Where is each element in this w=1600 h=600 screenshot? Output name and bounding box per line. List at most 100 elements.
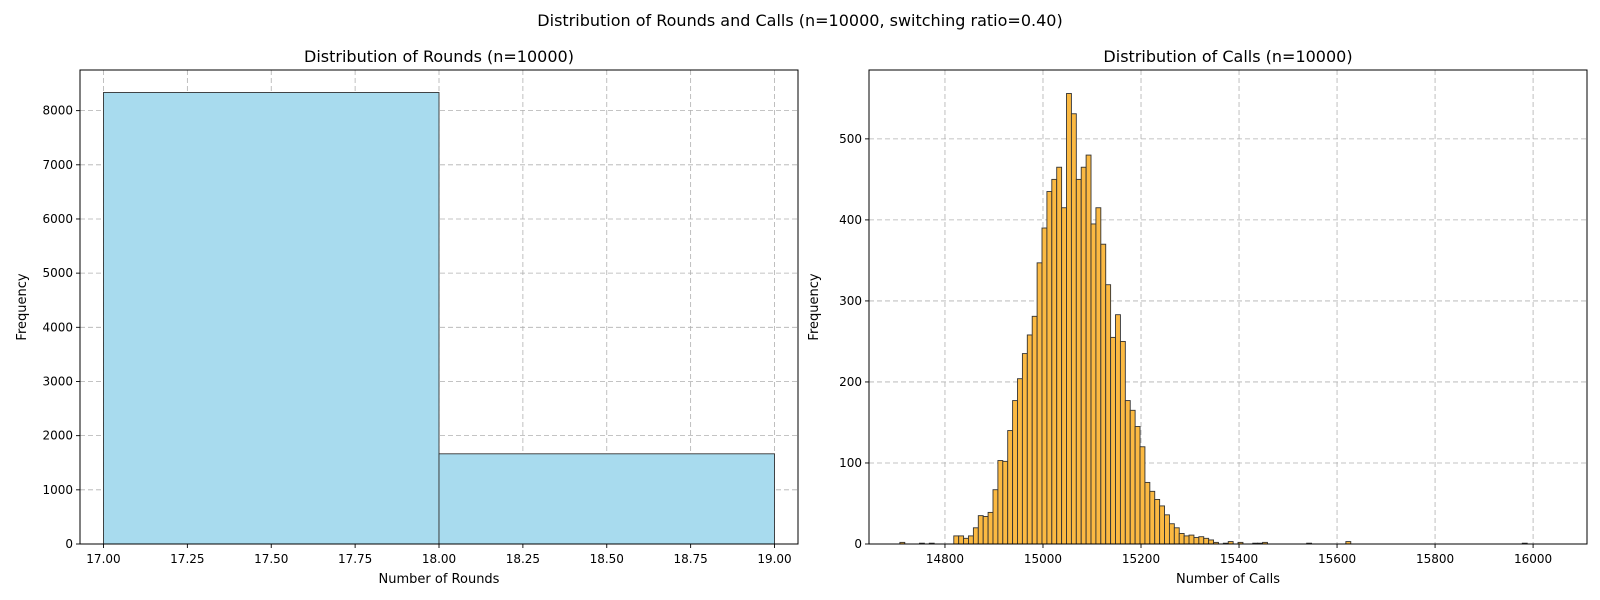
calls-histogram-bar [1017,378,1023,545]
rounds-x-tick-label: 18.25 [506,552,540,566]
calls-axes-frame [868,69,1588,545]
calls-y-tick-label: 200 [839,375,862,389]
rounds-y-tick-label: 3000 [42,374,73,388]
calls-histogram-bar [1154,498,1161,545]
rounds-y-tick-label: 2000 [42,429,73,443]
calls-histogram-bar [1168,523,1175,545]
calls-histogram-bar [1085,154,1092,545]
calls-bars [899,93,1528,545]
rounds-x-tick-label: 17.25 [170,552,204,566]
rounds-x-tick-label: 17.00 [86,552,120,566]
calls-x-tick-label: 15800 [1416,552,1454,566]
calls-histogram-bar [1066,93,1072,545]
calls-histogram-bar [1012,400,1018,545]
calls-histogram-bar [1164,514,1170,545]
calls-x-tick-label: 14800 [926,552,964,566]
calls-x-tick-label: 15200 [1122,552,1160,566]
rounds-y-tick-label: 8000 [42,104,73,118]
calls-histogram-bar [1036,262,1043,545]
rounds-x-tick-label: 18.75 [673,552,707,566]
rounds-chart-title: Distribution of Rounds (n=10000) [304,47,574,66]
calls-histogram-bar [1041,227,1048,545]
calls-histogram-bar [1100,243,1107,545]
calls-x-ticks: 14800 15000 15200 15400 15600 15800 16000 [926,544,1552,566]
calls-y-tick-label: 100 [839,456,862,470]
rounds-x-axis-label: Number of Rounds [379,572,500,587]
calls-histogram-bar [1046,191,1053,545]
calls-histogram-bar [1080,166,1087,545]
calls-y-tick-label: 500 [839,132,862,146]
calls-histogram-bar [1173,527,1180,545]
calls-y-tick-label: 0 [854,537,862,551]
rounds-y-tick-label: 4000 [42,320,73,334]
calls-histogram-bar [953,535,960,545]
calls-histogram-bar [992,489,999,545]
calls-histogram-bar [977,515,984,545]
calls-histogram-bar [1026,334,1033,545]
calls-histogram-bar [1134,426,1141,545]
rounds-x-tick-label: 19.00 [757,552,791,566]
rounds-y-tick-label: 6000 [42,212,73,226]
calls-histogram-bar [1124,400,1131,545]
calls-histogram-bar [1110,336,1116,545]
calls-histogram-bar [1075,178,1082,545]
calls-histogram-bar [982,516,989,545]
rounds-histogram-bar [438,453,775,545]
rounds-y-axis-label: Frequency [15,273,30,340]
calls-histogram-bar [1061,207,1067,545]
calls-histogram-bar [1021,353,1028,545]
calls-histogram-bar [1208,539,1214,545]
calls-y-tick-label: 300 [839,294,862,308]
calls-histogram-bar [1070,113,1077,545]
calls-histogram-bar [1178,533,1185,545]
calls-x-axis-label: Number of Calls [1176,572,1280,587]
rounds-y-tick-label: 1000 [42,483,73,497]
calls-chart-title: Distribution of Calls (n=10000) [1103,47,1352,66]
calls-histogram-bar [968,535,974,545]
calls-histogram-bar [1159,505,1165,545]
calls-histogram-bar [1183,535,1190,545]
calls-histogram-bar [1198,536,1205,545]
rounds-histogram: 17.00 17.25 17.50 17.75 18.00 18.25 18.50 18.75… [15,47,799,587]
rounds-x-tick-label: 17.75 [338,552,372,566]
calls-histogram-bar [1193,537,1200,545]
calls-histogram-bar [1090,223,1097,545]
calls-histogram-bar [1203,537,1210,545]
calls-histogram-bar [1056,166,1063,545]
calls-histogram-bar [1149,490,1156,545]
calls-histogram-bar [1119,340,1126,545]
rounds-x-tick-label: 17.50 [254,552,288,566]
calls-histogram-bar [958,535,965,545]
calls-histogram-bar [1188,534,1195,545]
rounds-x-ticks: 17.00 17.25 17.50 17.75 18.00 18.25 18.50 18.75… [86,544,792,566]
calls-histogram-bar [1129,409,1136,545]
calls-y-tick-label: 400 [839,213,862,227]
calls-histogram-bar [1002,460,1009,545]
calls-histogram-bar [1095,207,1102,545]
rounds-bars [103,92,775,545]
calls-histogram-bar [1139,446,1146,545]
calls-histogram-bar [1105,284,1112,545]
rounds-y-tick-label: 5000 [42,266,73,280]
calls-y-axis-label: Frequency [807,273,822,340]
calls-histogram-bar [987,511,994,545]
rounds-y-ticks: 0 1000 2000 3000 4000 5000 6000 7000 8000 [42,104,80,551]
calls-histogram: 14800 15000 15200 15400 15600 15800 16000 0 100… [807,47,1588,587]
rounds-x-tick-label: 18.00 [422,552,456,566]
calls-histogram-bar [1051,178,1058,545]
rounds-x-tick-label: 18.50 [590,552,624,566]
calls-histogram-bar [1144,481,1151,545]
rounds-y-tick-label: 7000 [42,158,73,172]
calls-histogram-bar [972,527,979,545]
calls-histogram-bar [1115,314,1121,545]
calls-x-tick-label: 15600 [1318,552,1356,566]
figure-suptitle: Distribution of Rounds and Calls (n=1000… [537,11,1062,30]
calls-histogram-bar [1007,430,1014,545]
calls-histogram-bar [1031,315,1038,545]
calls-x-tick-label: 15000 [1024,552,1062,566]
rounds-y-tick-label: 0 [65,537,73,551]
rounds-histogram-bar [103,92,440,545]
calls-plot-area [869,70,1587,544]
calls-x-tick-label: 16000 [1514,552,1552,566]
